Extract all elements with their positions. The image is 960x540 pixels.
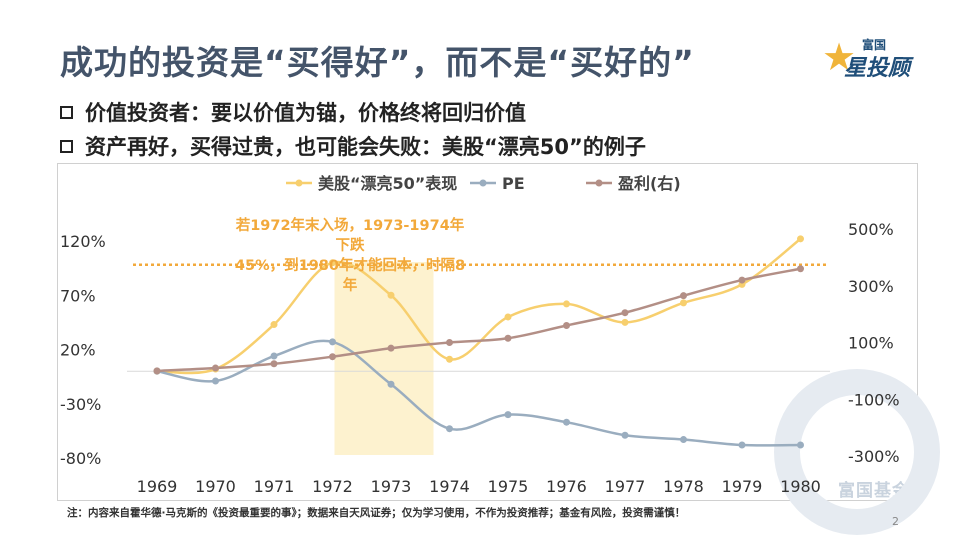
bullet-text: 资产再好，买得过贵，也可能会失败：美股“漂亮50”的例子 [85,135,646,159]
square-bullet-icon [60,139,73,153]
y-right-tick-label: 500% [848,220,894,239]
data-point-earnings [621,309,629,317]
y-left-tick-label: -30% [60,395,101,414]
data-point-pe [446,425,453,433]
x-tick-label: 1969 [137,477,178,496]
data-point-nifty50 [504,313,512,321]
data-point-nifty50 [446,355,453,363]
data-point-pe [387,380,395,388]
page-title: 成功的投资是“买得好”，而不是“买好的” [60,43,695,82]
data-point-pe [504,411,512,419]
highlight-region [334,262,434,455]
bullet-item: 资产再好，买得过贵，也可能会失败：美股“漂亮50”的例子 [60,131,646,161]
y-right-tick-label: -300% [848,447,900,466]
data-point-nifty50 [270,321,278,329]
series-line-pe [156,339,801,447]
y-right-tick-label: 100% [848,334,894,353]
data-point-nifty50 [621,318,629,326]
x-tick-label: 1980 [780,477,821,496]
legend-label: PE [502,174,525,193]
chart-frame [57,163,918,501]
data-point-pe [270,352,278,360]
x-tick-label: 1973 [371,477,412,496]
watermark-ring [774,369,940,535]
data-point-earnings [504,334,512,342]
data-point-pe [680,436,687,444]
bullet-item: 价值投资者：要以价值为锚，价格终将回归价值 [60,97,526,127]
chart-annotation: 若1972年末入场，1973-1974年下跌 45%，到1980年才能回本，时隔… [230,216,470,296]
legend-marker-earnings [595,179,603,187]
annotation-line: 若1972年末入场，1973-1974年下跌 [235,218,465,254]
data-point-earnings [738,276,746,284]
y-right-tick-label: -100% [848,390,900,409]
data-point-nifty50 [797,235,804,243]
x-tick-label: 1977 [605,477,646,496]
legend-label: 盈利(右) [617,174,681,193]
y-left-tick-label: 70% [60,286,96,305]
x-tick-label: 1972 [312,477,353,496]
data-point-earnings [680,292,687,300]
legend-marker-nifty50 [295,179,303,187]
data-point-earnings [153,367,161,375]
x-tick-label: 1971 [254,477,295,496]
data-point-pe [563,418,570,426]
bullet-text: 价值投资者：要以价值为锚，价格终将回归价值 [85,101,526,125]
x-tick-label: 1978 [663,477,704,496]
footnote: 注：内容来自霍华德·马克斯的《投资最重要的事》；数据来自天风证券；仅为学习使用，… [67,507,686,519]
data-point-earnings [446,339,453,346]
data-point-nifty50 [563,300,570,308]
series-line-earnings [156,267,801,373]
data-point-earnings [212,364,219,372]
data-point-nifty50 [387,291,395,299]
legend-marker-pe [479,179,487,187]
legend-label: 美股“漂亮50”表现 [318,174,457,193]
logo: ★ 富国 星投顾 [822,32,912,82]
data-point-nifty50 [680,299,687,307]
data-point-pe [329,338,336,346]
y-left-tick-label: 120% [60,232,106,251]
y-left-tick-label: 20% [60,341,96,360]
annotation-line: 45%，到1980年才能回本，时隔8年 [234,258,466,294]
data-point-pe [212,377,219,385]
star-icon: ★ [822,35,857,79]
x-tick-label: 1976 [546,477,587,496]
x-tick-label: 1975 [488,477,529,496]
y-left-tick-label: -80% [60,449,101,468]
y-right-tick-label: 300% [848,277,894,296]
x-tick-label: 1970 [195,477,236,496]
logo-text-top: 富国 [862,38,887,52]
data-point-pe [621,431,629,439]
x-tick-label: 1974 [429,477,470,496]
data-point-earnings [329,353,336,361]
page-number: 2 [892,515,899,528]
data-point-nifty50 [329,259,336,267]
watermark-text: 富国基金 [838,481,910,501]
x-tick-label: 1979 [722,477,763,496]
data-point-earnings [270,360,278,368]
data-point-earnings [797,265,804,273]
logo-text-main: 星投顾 [844,56,911,81]
square-bullet-icon [60,105,73,119]
data-point-earnings [387,344,395,352]
data-point-pe [797,441,804,449]
data-point-earnings [563,321,570,329]
data-point-pe [738,441,746,449]
